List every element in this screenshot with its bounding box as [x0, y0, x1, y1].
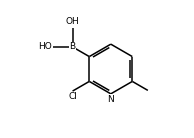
Text: Cl: Cl: [68, 92, 77, 101]
Text: B: B: [69, 42, 76, 51]
Text: N: N: [107, 95, 114, 104]
Text: OH: OH: [66, 17, 79, 26]
Text: HO: HO: [38, 42, 52, 51]
